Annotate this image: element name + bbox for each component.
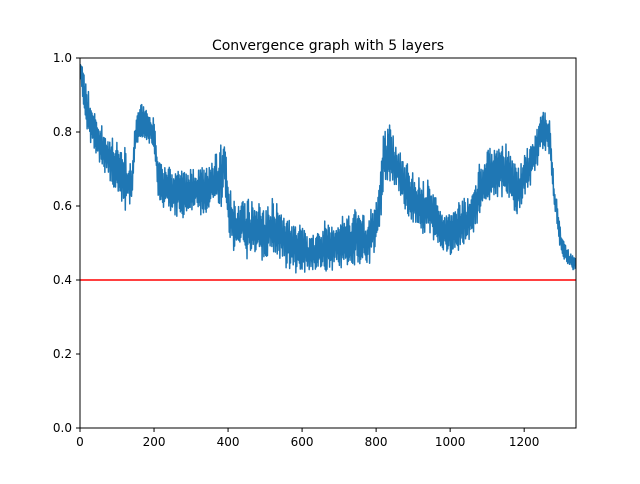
plot-series-layer (80, 63, 576, 281)
x-tick-label: 200 (143, 435, 166, 449)
y-axis-ticks: 0.0 0.2 0.4 0.6 0.8 1.0 (53, 51, 80, 435)
y-tick-label: 0.0 (53, 421, 72, 435)
x-tick-label: 0 (76, 435, 84, 449)
plot-frame (79, 57, 577, 429)
chart-title: Convergence graph with 5 layers (212, 38, 444, 54)
x-tick-label: 1200 (509, 435, 540, 449)
x-tick-label: 600 (291, 435, 314, 449)
x-tick-label: 800 (365, 435, 388, 449)
y-tick-label: 0.6 (53, 199, 72, 213)
y-tick-label: 1.0 (53, 51, 72, 65)
x-tick-label: 400 (217, 435, 240, 449)
x-axis-ticks: 0 200 400 600 800 1000 1200 (76, 428, 539, 449)
y-tick-label: 0.8 (53, 125, 72, 139)
x-tick-label: 1000 (435, 435, 466, 449)
y-tick-label: 0.4 (53, 273, 72, 287)
convergence-series-line (80, 63, 576, 274)
y-tick-label: 0.2 (53, 347, 72, 361)
